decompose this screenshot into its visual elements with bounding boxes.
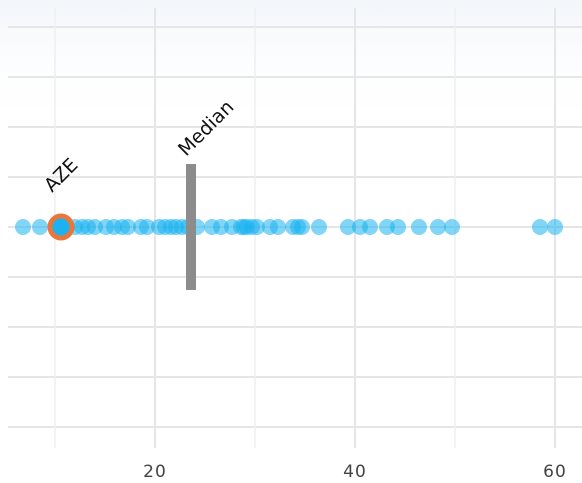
data-point — [294, 219, 310, 235]
x-axis-tick-labels: 20 40 60 — [143, 462, 567, 482]
data-point — [120, 219, 136, 235]
data-point — [547, 219, 563, 235]
median-label: Median — [174, 96, 238, 160]
x-tick-label: 60 — [543, 462, 567, 482]
highlight-point-aze — [47, 213, 75, 241]
data-point — [411, 219, 427, 235]
data-point — [340, 219, 356, 235]
data-point — [379, 219, 395, 235]
data-point — [139, 219, 155, 235]
median-marker: Median — [174, 96, 238, 290]
data-point — [32, 219, 48, 235]
highlight-label: AZE — [40, 154, 82, 196]
data-point — [311, 219, 327, 235]
data-point — [430, 219, 446, 235]
median-bar — [186, 164, 196, 290]
x-tick-label: 20 — [143, 462, 167, 482]
data-point — [270, 219, 286, 235]
data-point — [15, 219, 31, 235]
data-point — [87, 219, 103, 235]
data-point — [362, 219, 378, 235]
data-point — [444, 219, 460, 235]
data-point — [532, 219, 548, 235]
data-point — [390, 219, 406, 235]
data-point — [249, 219, 265, 235]
x-tick-label: 40 — [343, 462, 367, 482]
data-point — [213, 219, 229, 235]
